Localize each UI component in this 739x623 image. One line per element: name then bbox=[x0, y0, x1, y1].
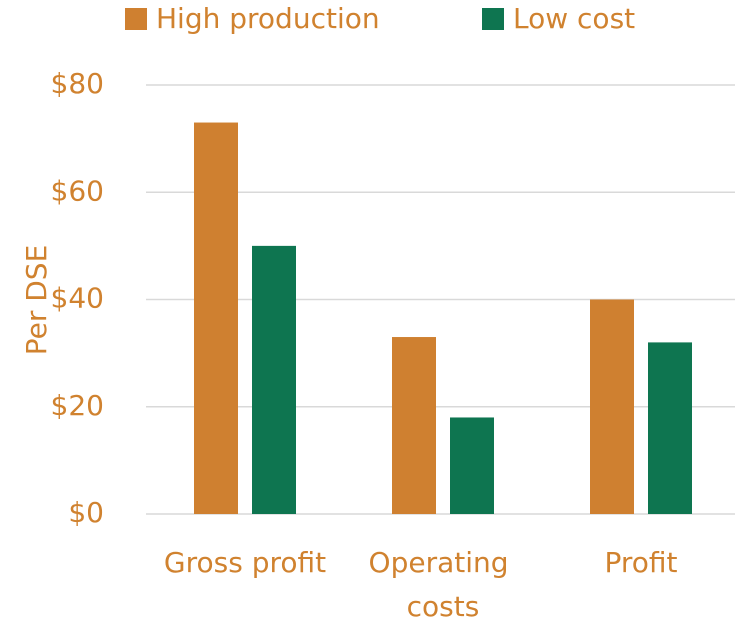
bar bbox=[590, 299, 634, 514]
legend-swatch bbox=[125, 8, 147, 30]
x-tick-label: Operating costs bbox=[369, 546, 518, 623]
bar bbox=[194, 122, 238, 514]
bar bbox=[392, 337, 436, 514]
bar bbox=[252, 245, 296, 514]
legend-swatch bbox=[482, 8, 504, 30]
y-tick-label: $0 bbox=[68, 496, 104, 529]
x-tick-label: Profit bbox=[604, 546, 677, 579]
y-tick-label: $40 bbox=[51, 282, 104, 315]
y-axis-title: Per DSE bbox=[20, 245, 53, 356]
legend-label: High production bbox=[156, 2, 380, 35]
x-tick-label: Gross profit bbox=[164, 546, 326, 579]
bar bbox=[648, 342, 692, 514]
y-tick-label: $20 bbox=[51, 389, 104, 422]
bar bbox=[450, 417, 494, 514]
y-tick-label: $80 bbox=[51, 67, 104, 100]
y-tick-label: $60 bbox=[51, 174, 104, 207]
legend-label: Low cost bbox=[513, 2, 635, 35]
